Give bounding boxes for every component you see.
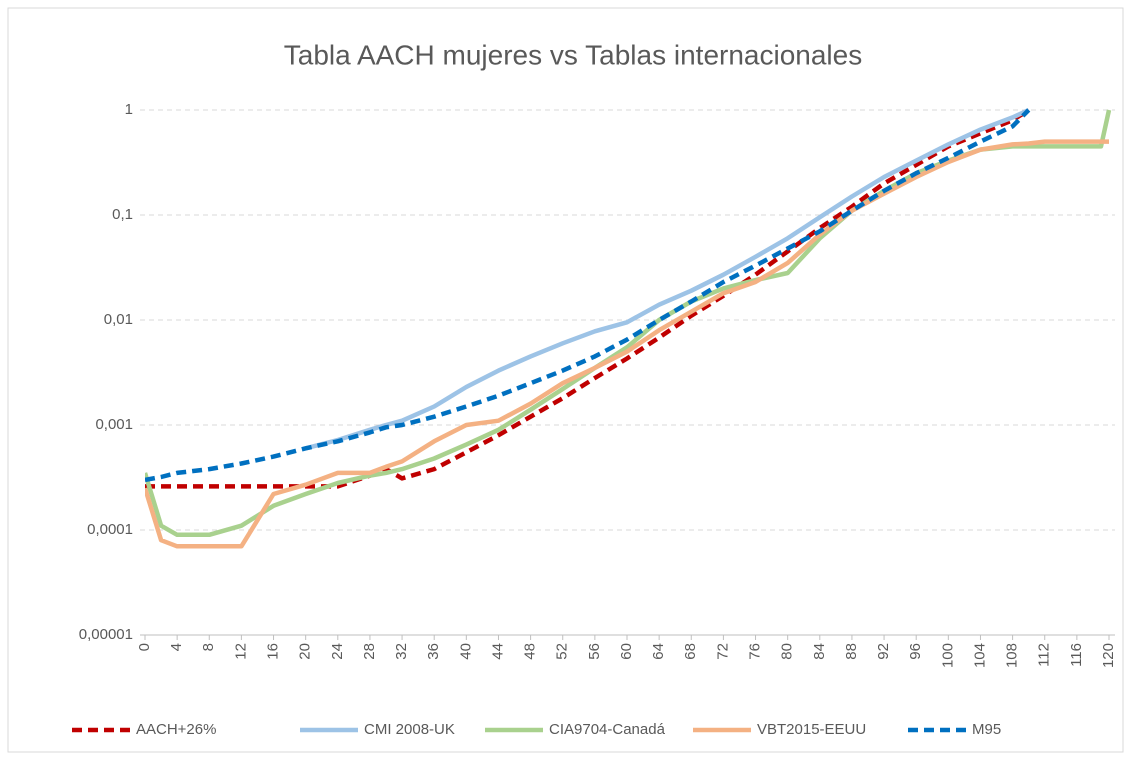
y-tick-label: 0,01	[104, 311, 133, 328]
x-tick-label: 120	[1100, 643, 1117, 668]
plot-area	[145, 107, 1112, 549]
y-tick-label: 0,001	[95, 416, 133, 433]
series-line	[145, 108, 1030, 489]
x-tick-label: 8	[200, 643, 217, 651]
x-tick-label: 84	[811, 643, 828, 660]
x-tick-label: 20	[297, 643, 314, 660]
x-tick-label: 104	[971, 643, 988, 668]
x-tick-label: 64	[650, 643, 667, 660]
x-tick-label: 0	[136, 643, 153, 651]
legend-label: CMI 2008-UK	[364, 721, 455, 738]
x-tick-label: 68	[682, 643, 699, 660]
x-tick-label: 80	[779, 643, 796, 660]
x-tick-label: 28	[361, 643, 378, 660]
x-tick-label: 52	[554, 643, 571, 660]
x-tick-label: 60	[618, 643, 635, 660]
y-tick-label: 0,0001	[87, 521, 133, 538]
x-tick-label: 100	[939, 643, 956, 668]
x-tick-label: 108	[1004, 643, 1021, 668]
y-tick-label: 1	[125, 101, 133, 118]
x-tick-label: 72	[714, 643, 731, 660]
legend-label: AACH+26%	[136, 721, 216, 738]
legend-label: VBT2015-EEUU	[757, 721, 866, 738]
x-tick-label: 36	[425, 643, 442, 660]
x-tick-label: 16	[265, 643, 282, 660]
x-tick-label: 92	[875, 643, 892, 660]
legend-label: M95	[972, 721, 1001, 738]
x-tick-label: 24	[329, 643, 346, 660]
x-tick-label: 48	[522, 643, 539, 660]
y-tick-label: 0,00001	[79, 626, 133, 643]
y-tick-label: 0,1	[112, 206, 133, 223]
x-tick-label: 40	[457, 643, 474, 660]
x-tick-label: 12	[232, 643, 249, 660]
chart-title: Tabla AACH mujeres vs Tablas internacion…	[284, 39, 862, 70]
series-line	[145, 108, 1031, 483]
x-tick-label: 88	[843, 643, 860, 660]
x-tick-label: 116	[1068, 643, 1085, 667]
x-tick-label: 56	[586, 643, 603, 660]
series-line	[305, 107, 1030, 451]
series-line	[145, 139, 1109, 549]
x-tick-label: 4	[168, 643, 185, 651]
x-tick-label: 112	[1036, 643, 1053, 667]
legend-label: CIA9704-Canadá	[549, 721, 666, 738]
x-tick-label: 96	[907, 643, 924, 660]
x-tick-label: 32	[393, 643, 410, 660]
x-tick-label: 76	[747, 643, 764, 660]
x-tick-label: 44	[489, 643, 506, 660]
